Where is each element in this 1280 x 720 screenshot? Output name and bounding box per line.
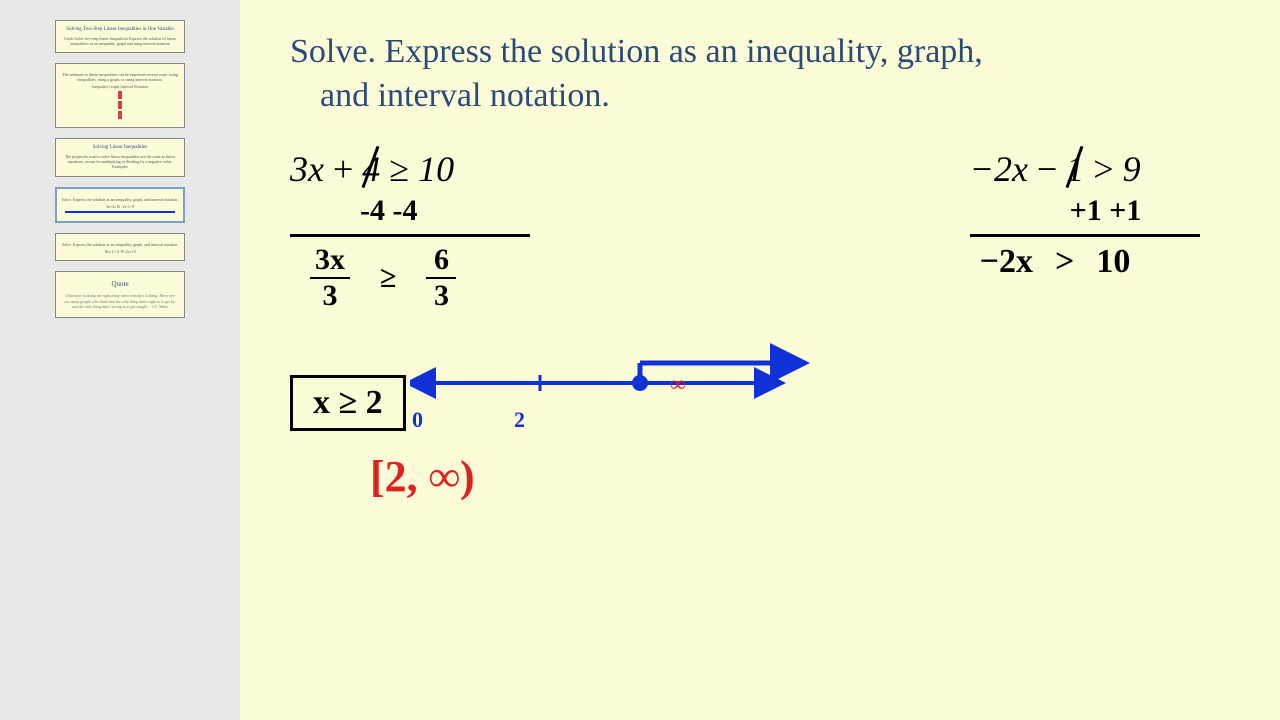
rel: ≥ xyxy=(380,149,418,189)
num: 3x xyxy=(315,243,345,277)
number-line xyxy=(410,343,810,413)
thumb-sub: 10x-2<-2 -8>2x+12 xyxy=(60,249,180,254)
prompt-text: Solve. Express the solution as an inequa… xyxy=(290,30,1230,118)
const-struck: 4 xyxy=(362,149,380,189)
right-step1: +1 +1 xyxy=(1070,194,1200,228)
left-fraction-step: 3x 3 ≥ 6 3 xyxy=(310,243,810,313)
right-equation: −2x − 1 > 9 xyxy=(970,148,1200,190)
boxed-answer: x ≥ 2 xyxy=(290,375,406,431)
interval-notation: [2, ∞) xyxy=(370,451,810,502)
presentation-app: Solving Two-Step Linear Inequalities in … xyxy=(0,0,1280,720)
problems-row: 3x + 4 ≥ 10 -4 -4 3x 3 ≥ 6 3 xyxy=(290,148,1230,502)
thumb-title: Quote xyxy=(64,280,176,289)
slide-thumbnails-panel: Solving Two-Step Linear Inequalities in … xyxy=(0,0,240,720)
label-2: 2 xyxy=(514,407,525,433)
thumb-1[interactable]: Solving Two-Step Linear Inequalities in … xyxy=(55,20,185,53)
rhs: 10 xyxy=(418,149,454,189)
op: − xyxy=(1028,149,1066,189)
thumb-2[interactable]: The solutions to linear inequalities can… xyxy=(55,63,185,129)
left-problem: 3x + 4 ≥ 10 -4 -4 3x 3 ≥ 6 3 xyxy=(290,148,810,502)
prompt-line2: and interval notation. xyxy=(320,74,1230,118)
rule-line xyxy=(290,234,530,237)
mini-graph xyxy=(64,91,176,99)
var: x xyxy=(308,149,324,189)
op: + xyxy=(324,149,362,189)
den: 3 xyxy=(434,279,449,313)
slide-canvas: Solve. Express the solution as an inequa… xyxy=(240,0,1280,720)
rel: ≥ xyxy=(380,261,396,295)
thumb-sub: Goals Solve two-step linear inequalities… xyxy=(60,36,180,46)
rhs: 10 xyxy=(1096,243,1130,281)
thumb-title: Solving Two-Step Linear Inequalities in … xyxy=(60,27,180,34)
mini-graph xyxy=(65,211,175,213)
thumb-title: Solving Linear Inequalities xyxy=(60,145,180,152)
thumb-4-active[interactable]: Solve. Express the solution as an inequa… xyxy=(55,187,185,223)
thumb-sub: Inequality Graph Interval Notation xyxy=(60,84,180,89)
thumb-sub: The properties used to solve linear ineq… xyxy=(60,154,180,170)
thumb-title: Solve. Express the solution as an inequa… xyxy=(60,242,180,247)
rel: > xyxy=(1055,243,1074,281)
thumb-sub: 3x+4≥10 -2x-1>9 xyxy=(61,204,179,209)
label-inf: ∞ xyxy=(670,371,686,397)
label-0: 0 xyxy=(412,407,423,433)
mini-graph xyxy=(64,111,176,119)
left-equation: 3x + 4 ≥ 10 xyxy=(290,148,810,190)
thumb-title: Solve. Express the solution as an inequa… xyxy=(61,197,179,202)
rhs: 9 xyxy=(1123,149,1141,189)
num: 6 xyxy=(434,243,449,277)
thumb-sub: Character is doing the right thing when … xyxy=(64,293,176,309)
lhs-highlighted: −2x xyxy=(980,243,1033,281)
den: 3 xyxy=(323,279,338,313)
thumb-title: The solutions to linear inequalities can… xyxy=(60,72,180,82)
rel: > xyxy=(1084,149,1122,189)
var: x xyxy=(1012,149,1028,189)
const-struck: 1 xyxy=(1066,149,1084,189)
prompt-line1: Solve. Express the solution as an inequa… xyxy=(290,33,983,70)
right-result: −2x > 10 xyxy=(980,243,1200,281)
coef: 3 xyxy=(290,149,308,189)
coef: −2 xyxy=(970,149,1012,189)
left-step1: -4 -4 xyxy=(360,194,810,228)
right-problem: −2x − 1 > 9 +1 +1 −2x > 10 xyxy=(970,148,1200,502)
thumb-6[interactable]: Quote Character is doing the right thing… xyxy=(55,271,185,318)
rule-line xyxy=(970,234,1200,237)
thumb-5[interactable]: Solve. Express the solution as an inequa… xyxy=(55,233,185,261)
mini-graph xyxy=(64,101,176,109)
thumb-3[interactable]: Solving Linear Inequalities The properti… xyxy=(55,138,185,176)
